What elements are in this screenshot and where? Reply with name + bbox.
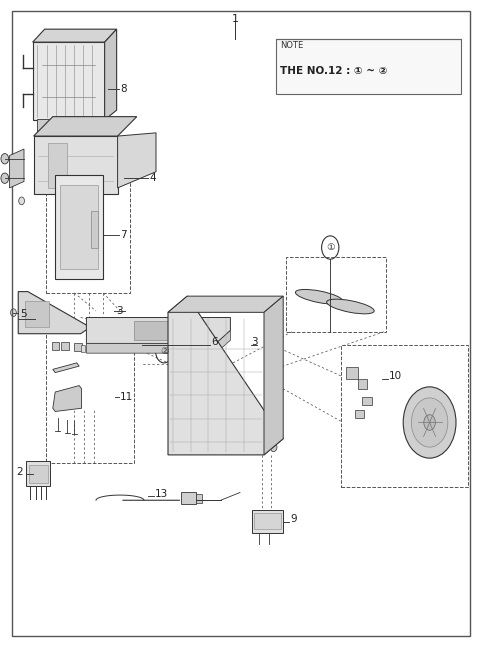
Circle shape [270, 384, 282, 400]
Polygon shape [34, 117, 137, 136]
Bar [88, 119, 100, 132]
Text: 4: 4 [149, 172, 156, 183]
Text: 7: 7 [120, 229, 127, 240]
Bar [362, 397, 372, 405]
Polygon shape [18, 292, 90, 334]
Polygon shape [53, 363, 79, 373]
Circle shape [271, 405, 281, 418]
Ellipse shape [295, 290, 343, 304]
Text: 9: 9 [290, 514, 297, 524]
Bar [286, 257, 386, 332]
Circle shape [62, 395, 67, 402]
Bar [358, 379, 367, 389]
Text: 1: 1 [232, 14, 239, 24]
Bar [25, 301, 49, 327]
Polygon shape [33, 29, 117, 42]
Bar [48, 143, 67, 188]
Text: NOTE: NOTE [280, 41, 303, 51]
Polygon shape [118, 133, 156, 188]
Bar [37, 119, 49, 132]
Text: ②: ② [160, 347, 168, 356]
Text: 2: 2 [16, 467, 23, 477]
Bar [355, 410, 364, 418]
Bar [91, 211, 98, 248]
Bar [252, 510, 283, 533]
Bar [181, 492, 196, 504]
Circle shape [403, 387, 456, 458]
Circle shape [424, 415, 435, 430]
Bar [81, 345, 85, 352]
Bar [46, 154, 130, 293]
Bar [254, 513, 281, 529]
Text: 3: 3 [252, 337, 258, 347]
Bar [196, 494, 202, 503]
Text: 3: 3 [116, 306, 123, 316]
Bar [55, 175, 103, 279]
Polygon shape [53, 386, 82, 411]
Circle shape [270, 443, 277, 452]
Bar [26, 461, 50, 486]
Polygon shape [168, 296, 283, 455]
Text: 6: 6 [211, 337, 218, 347]
Bar [74, 343, 82, 351]
Circle shape [411, 398, 448, 447]
Polygon shape [33, 42, 105, 120]
Text: 8: 8 [120, 84, 127, 95]
Circle shape [11, 309, 16, 317]
Circle shape [59, 391, 71, 406]
Text: 5: 5 [20, 309, 26, 319]
Text: 13: 13 [155, 489, 168, 499]
Circle shape [267, 426, 275, 436]
Bar [52, 342, 59, 350]
Polygon shape [168, 296, 283, 312]
Polygon shape [264, 296, 283, 455]
Bar [29, 465, 48, 483]
Circle shape [19, 197, 24, 205]
Text: 10: 10 [389, 371, 402, 382]
Bar [134, 321, 173, 340]
Polygon shape [34, 136, 118, 194]
Bar [46, 327, 134, 463]
Bar [276, 39, 461, 94]
Polygon shape [86, 330, 230, 353]
Ellipse shape [326, 299, 374, 314]
Text: ①: ① [326, 243, 335, 252]
Bar [346, 367, 358, 379]
Bar [61, 342, 69, 350]
Text: THE NO.12 : ① ~ ②: THE NO.12 : ① ~ ② [280, 66, 387, 76]
Bar [341, 345, 468, 487]
Text: 11: 11 [120, 391, 133, 402]
Polygon shape [105, 29, 117, 120]
Polygon shape [10, 149, 24, 188]
Circle shape [1, 154, 9, 164]
Bar [60, 185, 98, 269]
Polygon shape [86, 318, 230, 343]
Circle shape [1, 173, 9, 183]
